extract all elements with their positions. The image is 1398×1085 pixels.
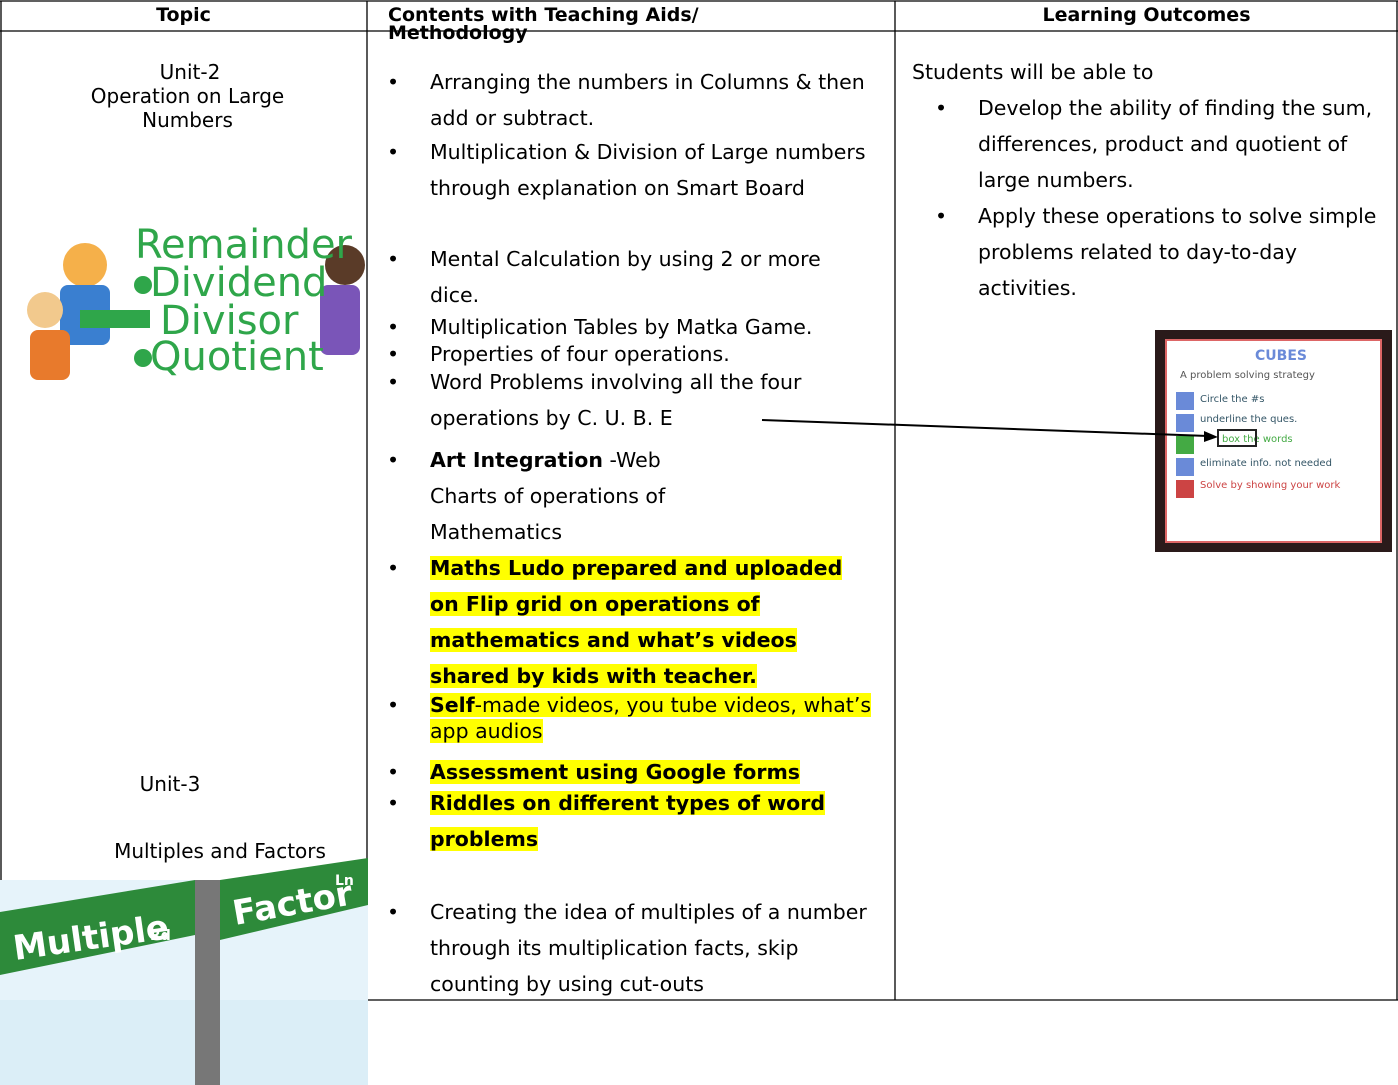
- content-item: Mental Calculation by using 2 or more di…: [387, 241, 875, 313]
- content-text: Multiplication & Division of Large numbe…: [430, 140, 866, 200]
- content-text: Riddles on different types of word probl…: [430, 791, 826, 851]
- outcome-item: Develop the ability of finding the sum, …: [935, 90, 1383, 198]
- cubes-text: Solve by showing your work: [1200, 480, 1340, 491]
- content-text: Properties of four operations.: [430, 342, 730, 366]
- content-item: Properties of four operations.: [387, 342, 875, 366]
- content-item: Assessment using Google forms: [387, 754, 875, 790]
- content-item: Art Integration -Web Charts of operation…: [387, 442, 690, 550]
- cubes-text: Circle the #s: [1200, 394, 1264, 405]
- header-cell: Contents with Teaching Aids/ Methodology: [388, 4, 699, 44]
- remainder-image: Remainder Dividend Divisor Quotient: [27, 222, 365, 380]
- content-item: Maths Ludo prepared and uploaded on Flip…: [387, 550, 875, 694]
- content-text: Self: [430, 693, 475, 717]
- content-text: Creating the idea of multiples of a numb…: [430, 900, 867, 996]
- image-word: Quotient: [150, 334, 324, 380]
- content-text: Multiplication Tables by Matka Game.: [430, 315, 813, 339]
- cubes-text: underline the ques.: [1200, 414, 1297, 425]
- unit-label: Unit-3: [139, 772, 201, 796]
- cubes-text: CUBES: [1255, 348, 1307, 364]
- unit-title: Operation on Large Numbers: [90, 84, 285, 132]
- unit-title: Multiples and Factors: [114, 839, 326, 863]
- image-word: Divisor: [160, 298, 299, 344]
- cubes-text: box the words: [1222, 434, 1293, 445]
- content-item: Self-made videos, you tube videos, what’…: [387, 692, 875, 744]
- content-text: Mental Calculation by using 2 or more di…: [430, 247, 821, 307]
- content-text: Art Integration: [430, 448, 603, 472]
- outcomes-intro: Students will be able to: [912, 60, 1154, 84]
- sign-word: Ln: [335, 873, 354, 889]
- cubes-text: eliminate info. not needed: [1200, 458, 1332, 469]
- content-item: Word Problems involving all the four ope…: [387, 364, 875, 436]
- content-item: Multiplication & Division of Large numbe…: [387, 134, 875, 206]
- sign-image: Multiple Rd Factor Ln: [0, 858, 368, 1085]
- content-text: Assessment using Google forms: [430, 760, 801, 784]
- image-word: Remainder: [135, 222, 353, 268]
- content-item: Riddles on different types of word probl…: [387, 785, 875, 857]
- header-cell: Topic: [156, 4, 211, 26]
- image-word: Dividend: [150, 260, 327, 306]
- content-text: Word Problems involving all the four ope…: [430, 370, 802, 430]
- header-cell: Learning Outcomes: [1042, 4, 1251, 26]
- content-item: Creating the idea of multiples of a numb…: [387, 894, 875, 1002]
- content-item: Arranging the numbers in Columns & then …: [387, 64, 875, 136]
- content-text: -Web Charts of operations of Mathematics: [430, 448, 666, 544]
- sign-word: Rd: [150, 928, 171, 944]
- content-item: Multiplication Tables by Matka Game.: [387, 312, 875, 342]
- content-text: Arranging the numbers in Columns & then …: [430, 70, 865, 130]
- cubes-text: A problem solving strategy: [1180, 370, 1315, 381]
- content-text: Maths Ludo prepared and uploaded on Flip…: [430, 556, 843, 688]
- content-text: -made videos, you tube videos, what’s ap…: [430, 693, 872, 743]
- cubes-image: CUBES A problem solving strategy Circle …: [1155, 330, 1392, 552]
- outcome-item: Apply these operations to solve simple p…: [935, 198, 1383, 306]
- unit-label: Unit-2: [159, 60, 221, 84]
